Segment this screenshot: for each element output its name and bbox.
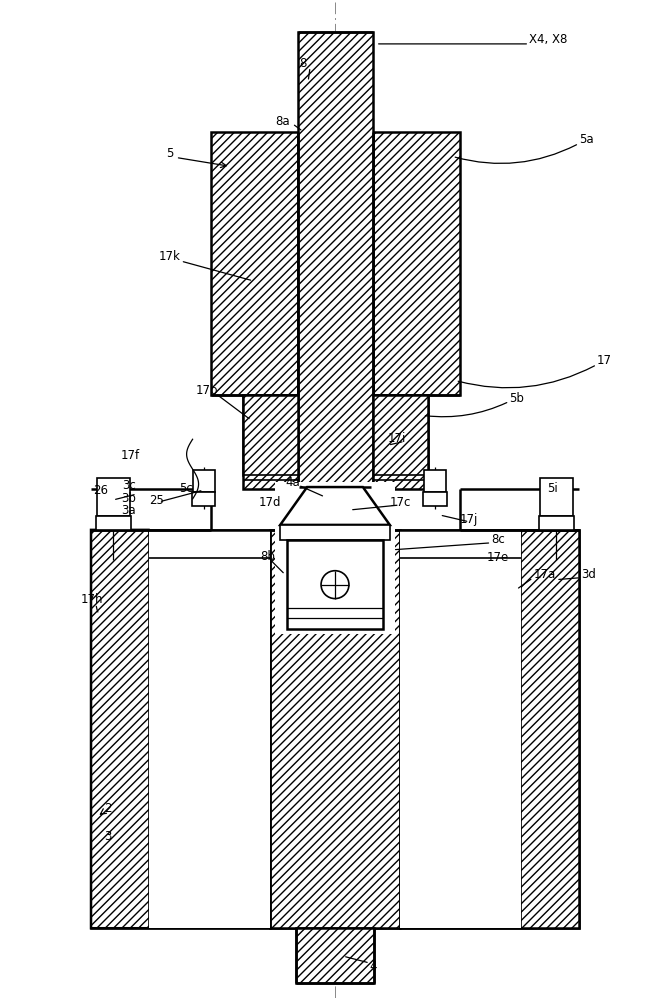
Polygon shape bbox=[280, 487, 390, 525]
Text: 8a: 8a bbox=[275, 115, 290, 128]
Bar bbox=[373, 395, 427, 489]
Text: 17: 17 bbox=[597, 354, 612, 367]
Bar bbox=[192, 470, 214, 492]
Bar bbox=[280, 525, 390, 540]
Text: 17i: 17i bbox=[388, 432, 406, 445]
Text: 17a: 17a bbox=[533, 568, 555, 581]
Polygon shape bbox=[400, 530, 579, 928]
Bar bbox=[400, 530, 521, 928]
Bar bbox=[97, 478, 130, 516]
Text: 17h: 17h bbox=[81, 593, 104, 606]
Text: 8c: 8c bbox=[491, 533, 505, 546]
Bar bbox=[539, 516, 574, 530]
Bar bbox=[423, 492, 446, 506]
Text: 5b: 5b bbox=[509, 392, 524, 405]
Text: 17k: 17k bbox=[159, 250, 181, 263]
Text: 17c: 17c bbox=[390, 496, 411, 509]
Text: 25: 25 bbox=[149, 493, 163, 506]
Text: 3d: 3d bbox=[581, 568, 596, 581]
Bar bbox=[243, 395, 298, 489]
Bar bbox=[373, 395, 427, 475]
Text: 2: 2 bbox=[104, 802, 111, 815]
Bar bbox=[423, 470, 446, 492]
Text: 17j: 17j bbox=[460, 513, 478, 526]
Text: 3b: 3b bbox=[121, 492, 136, 505]
Bar bbox=[210, 132, 298, 395]
Bar bbox=[275, 482, 395, 530]
Text: 17e: 17e bbox=[486, 551, 509, 564]
Bar bbox=[275, 520, 395, 634]
Bar bbox=[192, 492, 216, 506]
Text: 4: 4 bbox=[370, 960, 377, 973]
Bar bbox=[298, 32, 373, 560]
Polygon shape bbox=[91, 530, 270, 928]
Text: 26: 26 bbox=[93, 484, 108, 497]
Text: 17f: 17f bbox=[121, 449, 140, 462]
Bar bbox=[270, 530, 400, 928]
Text: X4, X8: X4, X8 bbox=[529, 33, 567, 46]
Bar bbox=[149, 530, 270, 928]
Bar bbox=[540, 478, 573, 516]
Bar bbox=[96, 516, 131, 530]
Text: 8b: 8b bbox=[261, 550, 275, 563]
Bar bbox=[287, 540, 383, 629]
Text: 4a: 4a bbox=[285, 476, 300, 489]
Text: 3: 3 bbox=[104, 830, 111, 843]
Bar bbox=[296, 928, 374, 983]
Bar bbox=[270, 530, 400, 928]
Text: 5c: 5c bbox=[179, 482, 192, 495]
Bar bbox=[373, 132, 460, 395]
Text: 5: 5 bbox=[165, 147, 173, 160]
Bar bbox=[243, 395, 298, 475]
Text: 5i: 5i bbox=[547, 482, 558, 495]
Bar bbox=[91, 530, 579, 928]
Text: 17d: 17d bbox=[259, 496, 281, 509]
Text: 3c: 3c bbox=[122, 479, 136, 492]
Text: 17b: 17b bbox=[196, 384, 218, 397]
Text: 8: 8 bbox=[299, 57, 307, 70]
Text: 5a: 5a bbox=[579, 133, 594, 146]
Text: 3a: 3a bbox=[121, 504, 136, 517]
